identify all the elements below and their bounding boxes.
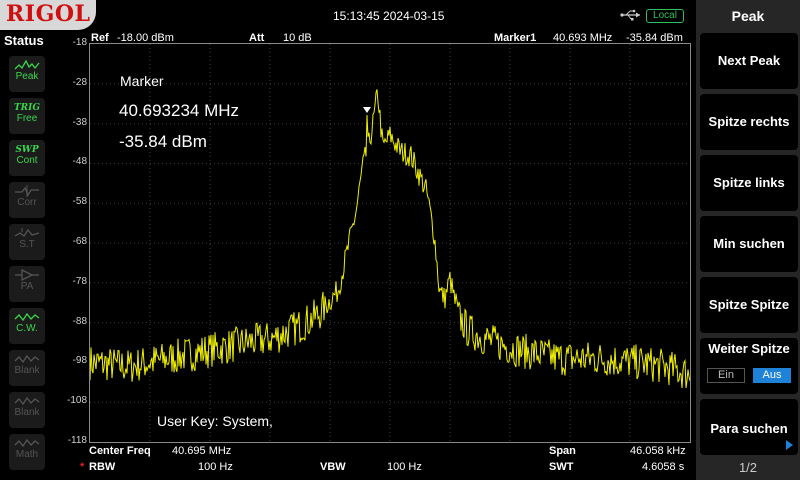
- status-swp-label: Cont: [16, 155, 38, 166]
- trace-blank-icon: [14, 396, 40, 406]
- source-tracking-icon: [14, 228, 40, 237]
- min-search-label: Min suchen: [713, 236, 785, 251]
- trace-blank-icon: [14, 354, 40, 364]
- status-corr-label: Corr: [17, 197, 37, 208]
- status-peak-label: Peak: [15, 71, 39, 82]
- ref-level-label: Ref: [91, 32, 109, 44]
- status-blank2-label: Blank: [14, 407, 40, 418]
- y-tick-label: -28: [72, 76, 87, 88]
- swt-label: SWT: [549, 461, 574, 473]
- y-tick-label: -118: [67, 435, 87, 446]
- continuous-peak-label: Weiter Spitze: [708, 341, 790, 356]
- span-value: 46.058 kHz: [630, 445, 686, 457]
- min-search-button[interactable]: Min suchen: [700, 216, 798, 272]
- status-trigger: TRIG Free: [9, 98, 45, 134]
- status-trig-label: Free: [16, 113, 38, 124]
- y-tick-label: -68: [72, 236, 87, 247]
- y-tick-label: -88: [72, 315, 87, 327]
- y-tick-label: -48: [72, 156, 87, 168]
- swt-value: 4.6058 s: [642, 461, 685, 473]
- rbw-label: RBW: [89, 461, 116, 473]
- spectrum-trace: [90, 89, 690, 389]
- spectrum-chart: [90, 44, 690, 442]
- status-cw-label: C.W.: [16, 323, 38, 334]
- marker-header-label: Marker1: [494, 32, 537, 44]
- y-tick-label: -78: [72, 275, 87, 287]
- vbw-label: VBW: [320, 461, 346, 473]
- center-freq-label: Center Freq: [89, 445, 151, 457]
- attenuation-value: 10 dB: [283, 32, 312, 44]
- math-icon: [14, 438, 40, 448]
- spectrum-plot[interactable]: [89, 43, 691, 443]
- status-trace-blank-1: Blank: [9, 350, 45, 386]
- status-preamp: PA: [9, 266, 45, 302]
- y-tick-label: -38: [72, 116, 87, 128]
- y-tick-label: -58: [72, 196, 87, 208]
- status-correction: Corr: [9, 182, 45, 218]
- status-title: Status: [4, 33, 44, 48]
- user-key-label: User Key: System,: [157, 413, 273, 429]
- status-trig-tag: TRIG: [13, 103, 41, 113]
- status-math-label: Math: [15, 449, 39, 460]
- brand-name: RIGOL: [6, 1, 91, 27]
- correction-icon: [15, 185, 39, 197]
- marker-header-amp: -35.84 dBm: [626, 32, 683, 44]
- marker-readout-amp: -35.84 dBm: [119, 132, 207, 151]
- status-sweep: SWP Cont: [9, 140, 45, 176]
- y-tick-label: -98: [72, 355, 87, 367]
- peak-right-button[interactable]: Spitze rechts: [700, 94, 798, 150]
- y-tick-label: -18: [72, 37, 87, 48]
- peak-left-button[interactable]: Spitze links: [700, 155, 798, 211]
- ref-level-value: -18.00 dBm: [117, 32, 174, 44]
- submenu-arrow-icon: [786, 440, 793, 450]
- status-blank1-label: Blank: [14, 365, 40, 376]
- status-panel: Status Peak TRIG Free SWP Cont Corr S.T: [0, 32, 54, 480]
- rbw-value: 100 Hz: [198, 461, 233, 473]
- next-peak-label: Next Peak: [717, 53, 781, 68]
- preamp-icon: [15, 269, 39, 281]
- next-peak-button[interactable]: Next Peak: [700, 33, 798, 89]
- peak-left-label: Spitze links: [713, 175, 785, 190]
- usb-icon: [620, 9, 640, 21]
- top-bar: RIGOL 15:13:45 2024-03-15 Local: [0, 0, 696, 32]
- status-math: Math: [9, 434, 45, 470]
- status-trace-blank-2: Blank: [9, 392, 45, 428]
- clear-write-icon: [14, 312, 40, 322]
- status-clear-write: C.W.: [9, 308, 45, 344]
- continuous-peak-toggle[interactable]: Weiter Spitze Ein Aus: [700, 338, 798, 394]
- para-search-button[interactable]: Para suchen: [700, 399, 798, 455]
- peak-peak-button[interactable]: Spitze Spitze: [700, 277, 798, 333]
- status-peak-detector: Peak: [9, 56, 45, 92]
- peak-right-label: Spitze rechts: [708, 114, 790, 129]
- para-search-label: Para suchen: [710, 421, 788, 436]
- marker-readout-title: Marker: [120, 73, 164, 89]
- local-status-badge: Local: [646, 9, 684, 23]
- vbw-value: 100 Hz: [387, 461, 422, 473]
- toggle-off-option[interactable]: Aus: [753, 368, 791, 383]
- peak-detector-icon: [14, 59, 40, 70]
- span-label: Span: [549, 445, 576, 457]
- status-st-label: S.T: [19, 239, 35, 250]
- date-time: 15:13:45 2024-03-15: [333, 9, 445, 23]
- peak-peak-label: Spitze Spitze: [708, 297, 790, 312]
- marker-header-freq: 40.693 MHz: [553, 32, 613, 44]
- toggle-on-option[interactable]: Ein: [707, 368, 745, 383]
- marker-1-indicator[interactable]: [362, 107, 371, 114]
- status-source-tracking: S.T: [9, 224, 45, 260]
- rbw-manual-indicator: *: [80, 461, 85, 473]
- status-pa-label: PA: [20, 281, 34, 292]
- brand-logo: RIGOL: [0, 0, 96, 30]
- attenuation-label: Att: [249, 32, 265, 44]
- center-freq-value: 40.695 MHz: [172, 445, 232, 457]
- menu-page-indicator: 1/2: [738, 460, 758, 475]
- status-swp-tag: SWP: [15, 145, 39, 155]
- marker-readout-freq: 40.693234 MHz: [119, 101, 240, 120]
- softkey-panel: Peak Next Peak Spitze rechts Spitze link…: [696, 0, 800, 480]
- y-tick-label: -108: [66, 395, 87, 407]
- menu-title: Peak: [731, 8, 765, 24]
